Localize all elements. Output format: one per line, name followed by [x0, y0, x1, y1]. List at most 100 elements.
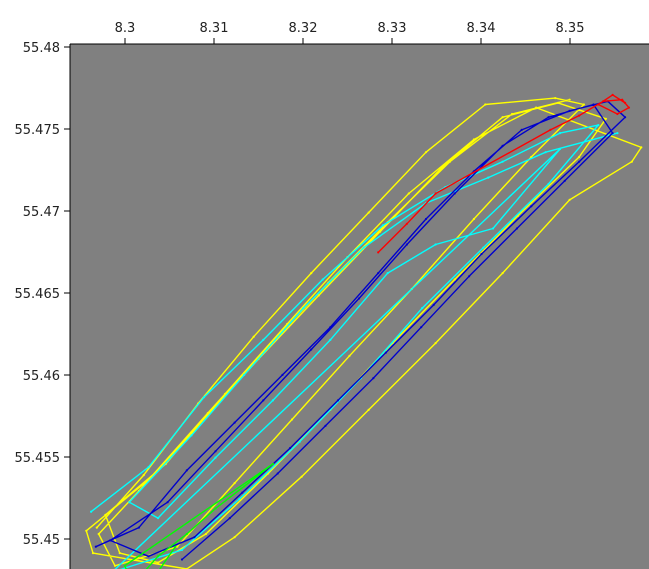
- track-point: [97, 532, 100, 536]
- track-point: [484, 103, 487, 106]
- track-point: [156, 517, 160, 520]
- track-point: [243, 485, 246, 488]
- track-point: [195, 426, 198, 429]
- track-point: [549, 128, 552, 131]
- track-point: [501, 160, 504, 163]
- track-point: [448, 160, 451, 163]
- track-point: [597, 124, 600, 127]
- track-point: [535, 106, 538, 109]
- track-point: [180, 548, 184, 552]
- track-point: [329, 326, 332, 329]
- track-point: [185, 532, 188, 536]
- track-line-3: [377, 94, 630, 253]
- x-axis-ticks: 8.3 8.31 8.32 8.33 8.34 8.35: [115, 21, 584, 44]
- track-point: [243, 373, 246, 376]
- track-point: [214, 456, 217, 459]
- track-point: [544, 151, 547, 154]
- track-point: [372, 377, 375, 380]
- track-point: [405, 222, 408, 225]
- track-point: [166, 501, 169, 504]
- y-tick-label: 55.46: [23, 369, 60, 384]
- track-point: [468, 275, 471, 278]
- track-point: [233, 536, 236, 539]
- x-tick-label: 8.34: [467, 21, 496, 36]
- track-point: [547, 116, 550, 119]
- track-point: [602, 100, 605, 103]
- track-point: [510, 112, 514, 116]
- y-tick-label: 55.48: [23, 41, 60, 56]
- track-point: [128, 501, 131, 504]
- track-point: [147, 555, 150, 558]
- track-point: [421, 307, 424, 310]
- track-point: [180, 558, 184, 561]
- track-point: [405, 243, 408, 246]
- track-point: [156, 561, 160, 564]
- y-tick-label: 55.475: [15, 123, 61, 138]
- track-point: [113, 564, 117, 567]
- track-point: [611, 93, 614, 96]
- track-point: [640, 146, 643, 149]
- track-point: [472, 138, 475, 141]
- track-point: [482, 246, 485, 249]
- track-point: [592, 103, 595, 106]
- track-point: [94, 545, 97, 548]
- track-point: [424, 151, 428, 154]
- track-point: [501, 272, 504, 275]
- track-point: [300, 475, 303, 478]
- track-point: [204, 532, 207, 536]
- track-point: [202, 396, 206, 399]
- track-point: [472, 217, 475, 221]
- y-axis-ticks: 55.48 55.475 55.47 55.465 55.46 55.455 5…: [15, 41, 70, 548]
- track-point: [176, 545, 179, 548]
- track-point: [206, 412, 209, 415]
- track-point: [487, 176, 490, 179]
- track-point: [520, 128, 523, 131]
- track-point: [557, 101, 560, 104]
- track-point: [262, 338, 265, 341]
- track-point: [578, 114, 581, 117]
- track-point: [379, 230, 382, 233]
- track-point: [627, 106, 631, 109]
- track-point: [568, 98, 571, 101]
- track-point: [91, 552, 95, 555]
- track-point: [233, 482, 236, 485]
- track-point: [597, 103, 600, 106]
- track-line-1: [90, 124, 618, 569]
- track-point: [501, 116, 504, 119]
- track-point: [453, 192, 456, 195]
- track-point: [109, 539, 112, 542]
- track-point: [434, 342, 437, 345]
- track-point: [290, 418, 294, 421]
- track-point: [193, 536, 196, 539]
- track-point: [611, 132, 614, 135]
- track-point: [233, 421, 236, 424]
- track-point: [271, 399, 274, 402]
- track-point: [621, 98, 624, 101]
- track-point: [381, 224, 384, 227]
- track-point: [501, 144, 504, 147]
- track-point: [440, 167, 443, 170]
- x-tick-label: 8.32: [289, 21, 318, 36]
- track-point: [420, 326, 423, 329]
- track-point: [624, 101, 627, 104]
- track-point: [377, 272, 380, 275]
- track-point: [289, 447, 292, 450]
- track-point: [386, 272, 389, 275]
- track-point: [480, 252, 483, 256]
- track-point: [286, 322, 289, 326]
- track-point: [434, 243, 437, 246]
- track-point: [281, 373, 284, 376]
- track-point: [174, 545, 177, 548]
- track-point: [317, 294, 320, 297]
- track-point: [554, 97, 557, 100]
- track-point: [432, 303, 435, 306]
- track-point: [616, 132, 619, 135]
- track-point: [95, 526, 98, 529]
- track-point: [568, 109, 571, 112]
- y-tick-label: 55.45: [23, 533, 60, 548]
- track-point: [214, 507, 217, 510]
- track-point: [190, 434, 193, 437]
- track-point: [491, 227, 495, 230]
- track-point: [377, 251, 380, 254]
